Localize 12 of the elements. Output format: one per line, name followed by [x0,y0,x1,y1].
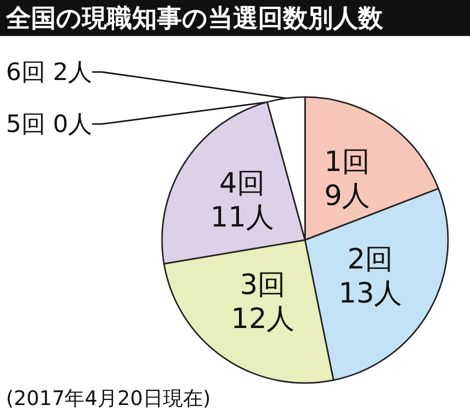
slice-label: 1回 [324,145,370,178]
slice-label: 4回 [219,166,266,200]
category-label: 5回 0人 [6,110,92,138]
slice-label: 3回 [240,268,286,301]
text: (2017年4月20日現在) [6,386,211,410]
data-label: 9人 [324,179,370,212]
slice-label: 6回 2人 [6,58,92,86]
slice-label: 2回 [347,242,394,276]
data-label: 11人 [210,200,274,234]
chart-title: 全国の現職知事の当選回数別人数 [5,4,384,32]
data-label: 12人 [231,302,295,335]
data-label: 13人 [338,276,402,310]
